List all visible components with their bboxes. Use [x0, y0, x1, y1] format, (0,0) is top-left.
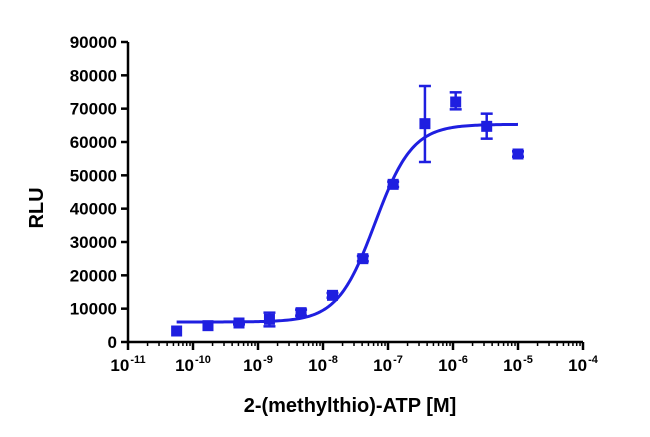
- x-tick-label: 10-5: [503, 354, 533, 375]
- x-tick-label: 10-8: [308, 354, 338, 375]
- data-point: [233, 317, 245, 329]
- y-tick-label: 80000: [70, 66, 117, 85]
- data-point: [171, 325, 183, 337]
- y-tick-label: 40000: [70, 200, 117, 219]
- data-point: [450, 96, 462, 108]
- fit-curve-layer: [176, 122, 519, 324]
- data-point: [202, 320, 214, 332]
- y-tick-label: 60000: [70, 133, 117, 152]
- y-tick-label: 70000: [70, 100, 117, 119]
- axes: 0 10000 20000 30000 40000 50000 60000 70000 8000…: [70, 33, 599, 375]
- y-axis-title: RLU: [26, 187, 48, 228]
- data-point: [419, 118, 431, 130]
- data-points-layer: [171, 84, 524, 337]
- x-tick-label: 10-6: [438, 354, 468, 375]
- data-point: [295, 307, 307, 319]
- data-point: [326, 289, 338, 301]
- y-tick-label: 0: [108, 333, 117, 352]
- x-tick-label: 10-9: [243, 354, 273, 375]
- data-point: [387, 178, 399, 190]
- fit-curve: [176, 122, 519, 324]
- y-tick-label: 20000: [70, 266, 117, 285]
- data-point: [512, 148, 524, 160]
- x-tick-label: 10-11: [110, 354, 145, 375]
- data-point: [357, 253, 369, 265]
- y-tick-label: 50000: [70, 166, 117, 185]
- x-tick-label: 10-10: [175, 354, 211, 375]
- y-tick-label: 30000: [70, 233, 117, 252]
- y-tick-label: 10000: [70, 300, 117, 319]
- x-axis-title: 2-(methylthio)-ATP [M]: [244, 395, 457, 417]
- x-tick-label: 10-4: [568, 354, 599, 375]
- y-tick-label: 90000: [70, 33, 117, 52]
- data-point: [481, 120, 493, 132]
- data-point: [263, 313, 275, 325]
- x-tick-label: 10-7: [373, 354, 403, 375]
